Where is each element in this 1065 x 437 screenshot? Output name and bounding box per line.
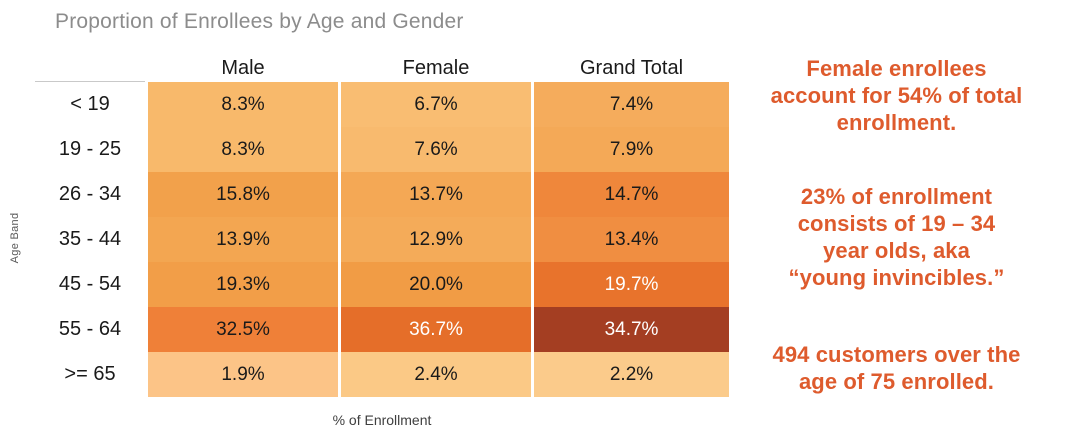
- row-label: 26 - 34: [35, 172, 145, 217]
- annotation-block: 494 customers over the age of 75 enrolled…: [728, 341, 1065, 395]
- heatmap-cell: 2.2%: [534, 352, 729, 397]
- heatmap-cell: 6.7%: [341, 82, 531, 127]
- heatmap-cell: 13.4%: [534, 217, 729, 262]
- annotation-line: year olds, aka: [823, 238, 970, 263]
- annotation-line: Female enrollees: [806, 56, 987, 81]
- heatmap-cell: 34.7%: [534, 307, 729, 352]
- annotation-line: age of 75 enrolled.: [798, 369, 995, 394]
- x-axis-label: % of Enrollment: [332, 412, 432, 428]
- annotations-panel: Female enrollees account for 54% of total…: [728, 0, 1065, 437]
- heatmap-cell: 15.8%: [148, 172, 338, 217]
- annotation-line: enrollment.: [836, 110, 957, 135]
- annotation-line: 494 customers over the: [772, 342, 1021, 367]
- corner-cell: [35, 55, 145, 82]
- column-header: Female: [402, 57, 470, 79]
- row-label: 45 - 54: [35, 262, 145, 307]
- heatmap-cell: 19.3%: [148, 262, 338, 307]
- heatmap-cell: 12.9%: [341, 217, 531, 262]
- row-label: 19 - 25: [35, 127, 145, 172]
- heatmap-table: Male Female Grand Total < 19 8.3% 6.7% 7.4% 19 …: [35, 55, 729, 397]
- heatmap-cell: 14.7%: [534, 172, 729, 217]
- column-header: Grand Total: [579, 57, 684, 79]
- annotation-line: 23% of enrollment: [800, 184, 993, 209]
- heatmap-cell: 1.9%: [148, 352, 338, 397]
- row-label: < 19: [35, 82, 145, 127]
- heatmap-cell: 7.9%: [534, 127, 729, 172]
- annotation-line: account for 54% of total: [770, 83, 1023, 108]
- heatmap-cell: 2.4%: [341, 352, 531, 397]
- heatmap-cell: 7.4%: [534, 82, 729, 127]
- heatmap-cell: 8.3%: [148, 82, 338, 127]
- annotation-line: consists of 19 – 34: [797, 211, 996, 236]
- row-label: >= 65: [35, 352, 145, 397]
- heatmap-cell: 36.7%: [341, 307, 531, 352]
- column-header: Male: [221, 57, 265, 79]
- annotation-block: 23% of enrollment consists of 19 – 34 year…: [728, 183, 1065, 291]
- y-axis-label: Age Band: [9, 212, 21, 264]
- heatmap-cell: 7.6%: [341, 127, 531, 172]
- row-label: 55 - 64: [35, 307, 145, 352]
- heatmap-cell: 20.0%: [341, 262, 531, 307]
- heatmap-cell: 19.7%: [534, 262, 729, 307]
- heatmap-cell: 32.5%: [148, 307, 338, 352]
- annotation-block: Female enrollees account for 54% of total…: [728, 55, 1065, 136]
- heatmap-cell: 13.9%: [148, 217, 338, 262]
- annotation-line: “young invincibles.”: [788, 265, 1005, 290]
- chart-title: Proportion of Enrollees by Age and Gende…: [55, 10, 464, 33]
- heatmap-cell: 8.3%: [148, 127, 338, 172]
- row-label: 35 - 44: [35, 217, 145, 262]
- heatmap-cell: 13.7%: [341, 172, 531, 217]
